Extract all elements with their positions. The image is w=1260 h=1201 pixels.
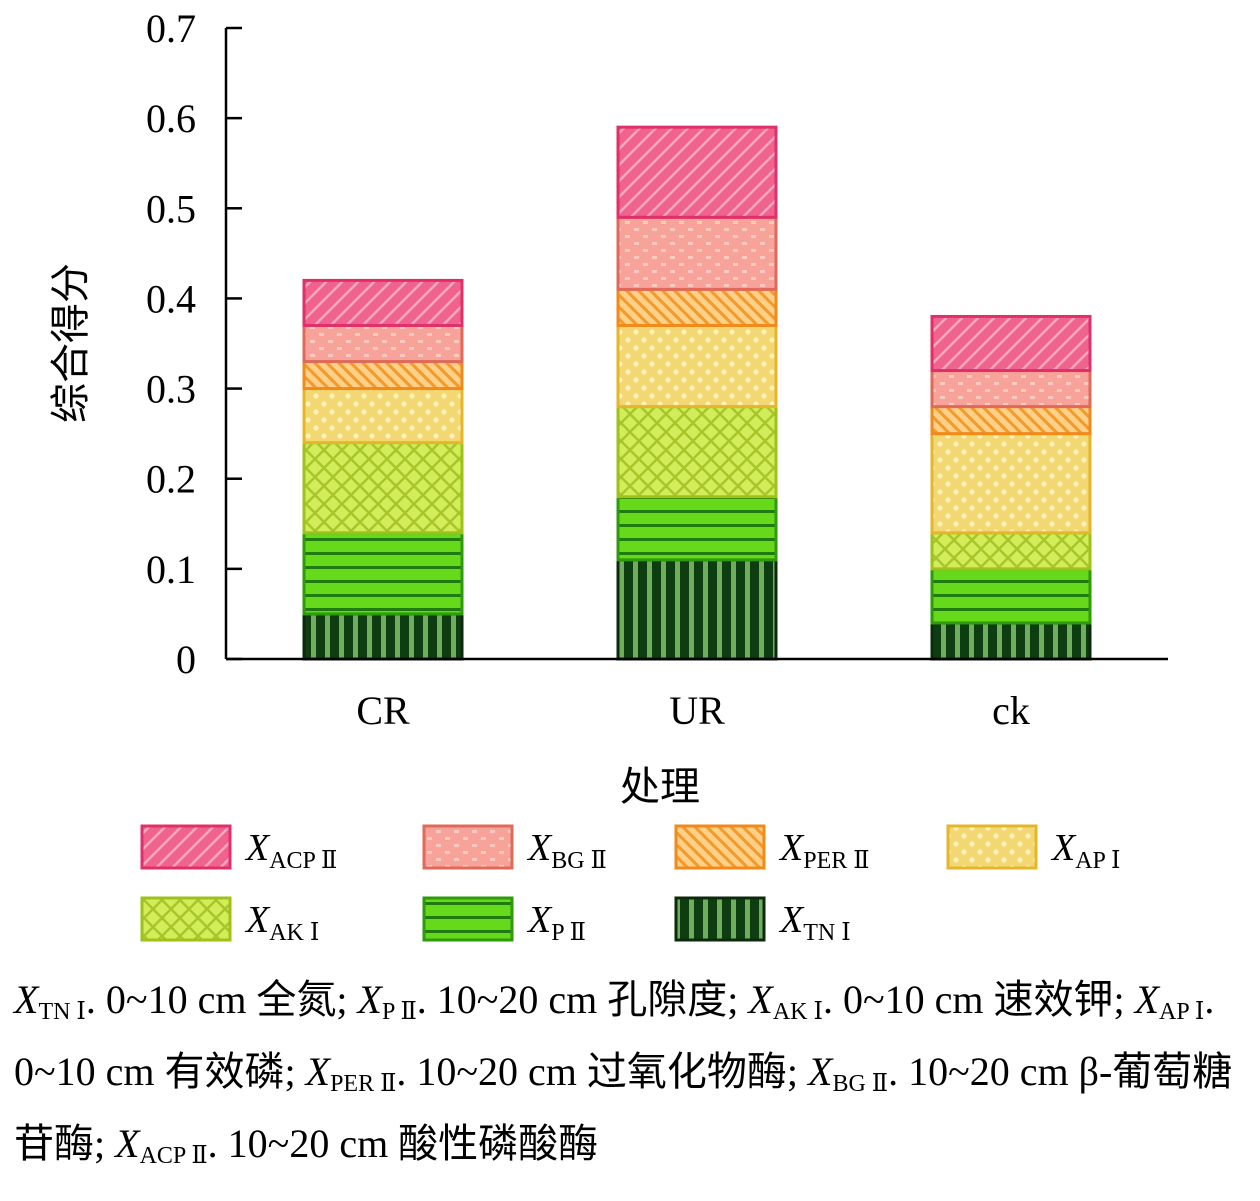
bar-segment-CR-TN-Ⅰ (302, 612, 464, 661)
caption-text: . 10~20 cm 酸性磷酸酶 (207, 1121, 599, 1166)
legend-label: XAK Ⅰ (244, 899, 319, 946)
caption-var: X (305, 1049, 331, 1094)
legend-label: XACP Ⅱ (244, 827, 337, 874)
stacked-bar-chart: 0 0.1 0.2 0.3 0.4 0.5 0.6 0.7 CR UR ck 处理 综合得分 XACP … (48, 6, 1168, 946)
legend-swatch (140, 824, 232, 870)
legend-swatch (422, 896, 514, 942)
caption-sub: AP Ⅰ (1159, 999, 1205, 1025)
bar-segment-UR-P-Ⅱ (616, 495, 778, 562)
caption-entry: XAP Ⅰ. 0~10 cm 有效磷; (14, 977, 1214, 1094)
y-tick-label: 0.1 (146, 547, 196, 592)
caption-var: X (357, 977, 382, 1022)
caption-sub: AK Ⅰ (772, 999, 823, 1025)
caption-var: X (748, 977, 773, 1022)
x-axis-title: 处理 (620, 764, 700, 810)
bar-segment-CR-AP-Ⅰ (302, 387, 464, 445)
bar-segment-ck-ACP-Ⅱ (930, 314, 1092, 373)
caption-sub: ACP Ⅱ (139, 1143, 208, 1169)
bar-segment-ck-P-Ⅱ (930, 567, 1092, 625)
bar-segment-UR-AK-Ⅰ (616, 405, 778, 499)
caption-text: . 10~20 cm β-葡萄糖苷酶; (14, 1049, 1233, 1166)
caption-text: . 0~10 cm 全氮; (85, 977, 358, 1022)
y-tick-label: 0.6 (146, 96, 196, 141)
bar-segment-ck-AP-Ⅰ (930, 432, 1092, 535)
caption-text: . 0~10 cm 速效钾; (822, 977, 1135, 1022)
y-tick-label: 0.4 (146, 276, 196, 321)
caption-var: X (808, 1049, 833, 1094)
bar-segment-CR-ACP-Ⅱ (302, 278, 464, 327)
bar-segment-CR-BG-Ⅱ (302, 323, 464, 364)
bar-segment-UR-AP-Ⅰ (616, 323, 778, 409)
caption-entry: XACP Ⅱ. 10~20 cm 酸性磷酸酶 (115, 1121, 599, 1169)
caption-var: X (115, 1121, 140, 1166)
caption-text: . 0~10 cm 有效磷; (14, 977, 1215, 1094)
legend-label: XP Ⅱ (526, 899, 586, 946)
caption-sub: TN Ⅰ (38, 999, 86, 1025)
caption-var: X (14, 977, 39, 1022)
bar-segment-ck-PER-Ⅱ (930, 405, 1092, 436)
y-tick-label: 0.2 (146, 457, 196, 502)
caption-text: . 10~20 cm 过氧化物酶; (396, 1049, 809, 1094)
bar-segment-UR-BG-Ⅱ (616, 215, 778, 291)
caption-var: X (1134, 977, 1160, 1022)
caption-entry: XTN Ⅰ. 0~10 cm 全氮; (14, 977, 358, 1025)
caption-entry: XPER Ⅱ. 10~20 cm 过氧化物酶; (305, 1049, 809, 1097)
bar-segment-CR-PER-Ⅱ (302, 360, 464, 391)
bar-segment-ck-TN-Ⅰ (930, 621, 1092, 661)
caption-sub: P Ⅱ (381, 999, 417, 1025)
legend-label: XPER Ⅱ (778, 827, 870, 874)
legend-swatch (674, 896, 766, 942)
bar-segment-ck-BG-Ⅱ (930, 369, 1092, 409)
legend-swatch (946, 824, 1038, 870)
bar-segment-ck-AK-Ⅰ (930, 531, 1092, 571)
bar-segment-CR-P-Ⅱ (302, 531, 464, 616)
legend-label: XTN Ⅰ (778, 899, 851, 946)
bars-layer (302, 125, 1092, 661)
x-tick-label: ck (992, 688, 1030, 733)
legend-swatch (422, 824, 514, 870)
figure-caption: XTN Ⅰ. 0~10 cm 全氮; XP Ⅱ. 10~20 cm 孔隙度; X… (14, 970, 1250, 1186)
caption-sub: BG Ⅱ (832, 1071, 889, 1097)
axes-layer: 0 0.1 0.2 0.3 0.4 0.5 0.6 0.7 CR UR ck 处理 综合得分 (48, 6, 1168, 810)
legend-label: XBG Ⅱ (526, 827, 607, 874)
caption-sub: PER Ⅱ (330, 1071, 397, 1097)
caption-entry: XP Ⅱ. 10~20 cm 孔隙度; (357, 977, 749, 1025)
legend: XACP Ⅱ XBG Ⅱ XPER Ⅱ XAP Ⅰ XAK Ⅰ XP Ⅱ XTN Ⅰ (140, 824, 1121, 946)
x-tick-label: UR (669, 688, 725, 733)
legend-swatch (674, 824, 766, 870)
y-tick-label: 0.3 (146, 367, 196, 412)
caption-text: . 10~20 cm 孔隙度; (416, 977, 749, 1022)
bar-segment-CR-AK-Ⅰ (302, 441, 464, 535)
caption-entry: XBG Ⅱ. 10~20 cm β-葡萄糖苷酶; (14, 1049, 1232, 1166)
bar-segment-UR-TN-Ⅰ (616, 558, 778, 661)
bar-segment-UR-PER-Ⅱ (616, 287, 778, 327)
y-axis-title: 综合得分 (48, 263, 94, 423)
y-tick-label: 0.5 (146, 186, 196, 231)
bar-segment-UR-ACP-Ⅱ (616, 125, 778, 219)
x-tick-label: CR (356, 688, 410, 733)
y-tick-label: 0 (176, 637, 196, 682)
y-tick-label: 0.7 (146, 6, 196, 51)
legend-label: XAP Ⅰ (1050, 827, 1121, 874)
legend-swatch (140, 896, 232, 942)
caption-entry: XAK Ⅰ. 0~10 cm 速效钾; (748, 977, 1135, 1025)
